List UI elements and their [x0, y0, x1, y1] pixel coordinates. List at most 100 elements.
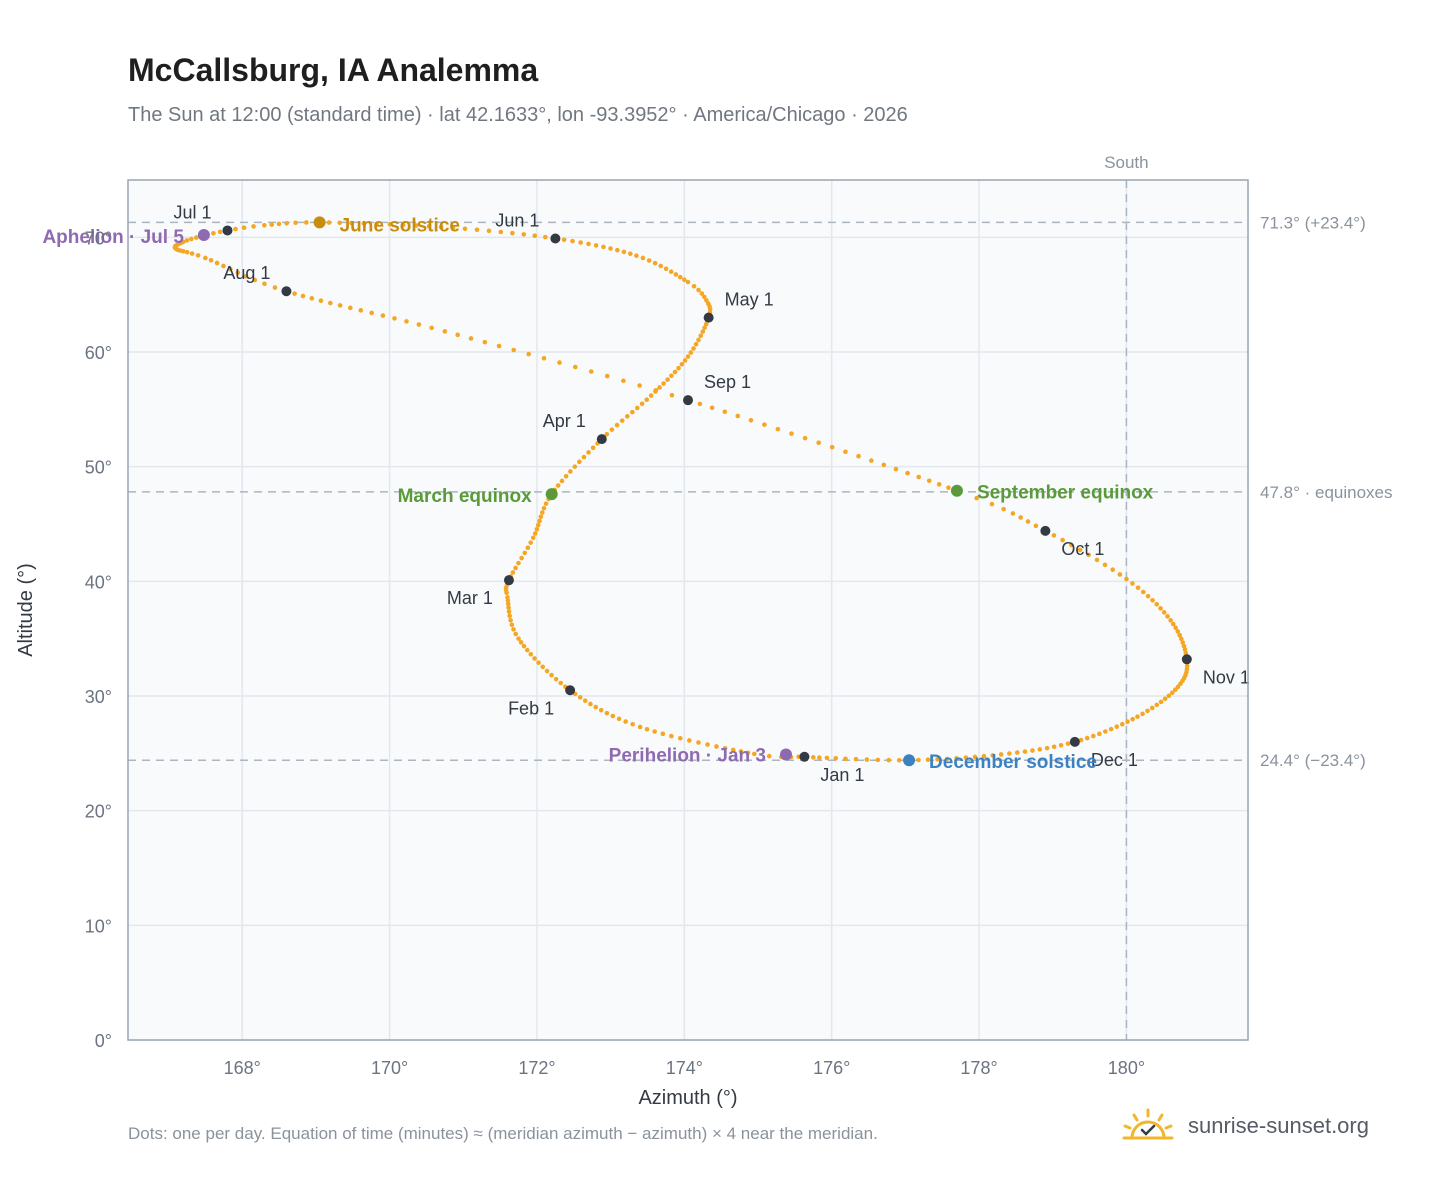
daily-sun-dot	[506, 609, 512, 614]
daily-sun-dot	[328, 300, 333, 306]
daily-sun-dot	[1149, 705, 1155, 711]
daily-sun-dot	[604, 373, 610, 379]
daily-sun-dot	[541, 356, 547, 361]
daily-sun-dot	[1158, 606, 1163, 611]
daily-sun-dot	[505, 601, 511, 607]
daily-sun-dot	[1007, 751, 1012, 756]
daily-sun-dot	[663, 266, 669, 272]
event-label: June solstice	[340, 215, 460, 236]
daily-sun-dot	[916, 757, 921, 763]
y-tick-label: 30°	[85, 687, 112, 707]
daily-sun-dot	[525, 545, 531, 551]
daily-sun-dot	[217, 229, 223, 235]
daily-sun-dot	[1162, 696, 1168, 702]
daily-sun-dot	[691, 283, 697, 289]
daily-sun-dot	[1179, 636, 1184, 642]
daily-sun-dot	[586, 450, 591, 455]
daily-sun-dot	[1058, 743, 1064, 748]
daily-sun-dot	[722, 745, 728, 751]
daily-sun-dot	[990, 753, 996, 758]
daily-sun-dot	[516, 636, 521, 641]
daily-sun-dot	[639, 401, 645, 407]
daily-sun-dot	[540, 664, 546, 670]
x-tick-label: 172°	[518, 1058, 555, 1078]
daily-sun-dot	[586, 241, 591, 247]
brand[interactable]: sunrise-sunset.org	[1120, 1104, 1369, 1148]
daily-sun-dot	[1140, 589, 1146, 595]
daily-sun-dot	[1135, 585, 1141, 591]
brand-name: sunrise-sunset.org	[1188, 1113, 1369, 1138]
daily-sun-dot	[300, 293, 306, 299]
event-marker	[313, 216, 326, 229]
daily-sun-dot	[189, 236, 194, 242]
daily-sun-dot	[1044, 745, 1050, 751]
daily-sun-dot	[1103, 729, 1108, 734]
daily-sun-dot	[251, 224, 256, 229]
daily-sun-dot	[869, 458, 874, 463]
daily-sun-dot	[1051, 533, 1057, 538]
daily-sun-dot	[337, 303, 343, 308]
daily-sun-dot	[1145, 593, 1151, 599]
reference-lines: 71.3° (+23.4°) 47.8° · equinoxes 24.4° (−2…	[128, 153, 1393, 1040]
daily-sun-dot	[455, 332, 460, 338]
daily-sun-dot	[677, 735, 683, 741]
daily-sun-dot	[221, 263, 226, 269]
daily-sun-dot	[374, 221, 379, 227]
daily-sun-dot	[557, 360, 562, 365]
month-marker	[281, 286, 292, 297]
daily-sun-dot	[510, 570, 516, 575]
x-tick-label: 170°	[371, 1058, 408, 1078]
daily-sun-dot	[549, 672, 554, 678]
daily-sun-dot	[730, 747, 736, 753]
daily-sun-dot	[691, 346, 696, 351]
daily-sun-dot	[241, 225, 247, 230]
daily-sun-dot	[510, 230, 515, 236]
daily-sun-dot	[184, 238, 190, 243]
daily-sun-dot	[634, 253, 639, 258]
daily-sun-dot	[468, 336, 474, 341]
daily-sun-dot	[640, 255, 646, 261]
daily-sun-dot	[1180, 640, 1186, 645]
month-marker	[565, 685, 576, 696]
daily-sun-dot	[981, 753, 987, 759]
daily-sun-dot	[369, 310, 374, 316]
month-marker	[222, 225, 233, 236]
daily-sun-dot	[522, 550, 528, 556]
daily-sun-dot	[532, 233, 538, 239]
daily-sun-dot	[518, 640, 524, 645]
y-tick-label: 20°	[85, 802, 112, 822]
reference-line-label: 71.3° (+23.4°)	[1260, 213, 1366, 232]
event-marker	[950, 484, 963, 497]
daily-sun-dot	[535, 522, 541, 528]
daily-sun-dot	[1033, 523, 1039, 529]
daily-sun-dot	[696, 287, 701, 293]
daily-sun-dot	[572, 364, 578, 370]
month-marker	[799, 751, 810, 762]
daily-sun-dot	[604, 710, 610, 716]
daily-sun-dot	[802, 435, 808, 441]
daily-sun-dot	[528, 651, 534, 657]
daily-sun-dot	[699, 291, 705, 296]
daily-sun-dot	[722, 409, 728, 415]
y-tick-label: 40°	[85, 572, 112, 592]
daily-sun-dot	[1135, 714, 1140, 719]
daily-sun-dot	[228, 266, 233, 272]
daily-sun-dot	[498, 229, 504, 235]
daily-sun-dot	[789, 431, 794, 436]
daily-sun-dot	[511, 627, 516, 632]
daily-sun-dot	[203, 255, 208, 261]
daily-sun-dot	[653, 388, 659, 393]
x-axis-label: Azimuth (°)	[638, 1087, 737, 1109]
y-tick-label: 0°	[95, 1031, 112, 1051]
daily-sun-dot	[318, 298, 324, 303]
analemma-path	[172, 220, 1190, 763]
daily-sun-dot	[916, 474, 921, 480]
daily-sun-dot	[252, 277, 258, 283]
daily-sun-dot	[648, 393, 654, 398]
daily-sun-dot	[1069, 542, 1074, 548]
daily-sun-dot	[735, 413, 741, 419]
daily-sun-dot	[829, 444, 835, 450]
daily-sun-dot	[276, 221, 282, 227]
daily-sun-dot	[1145, 708, 1150, 714]
